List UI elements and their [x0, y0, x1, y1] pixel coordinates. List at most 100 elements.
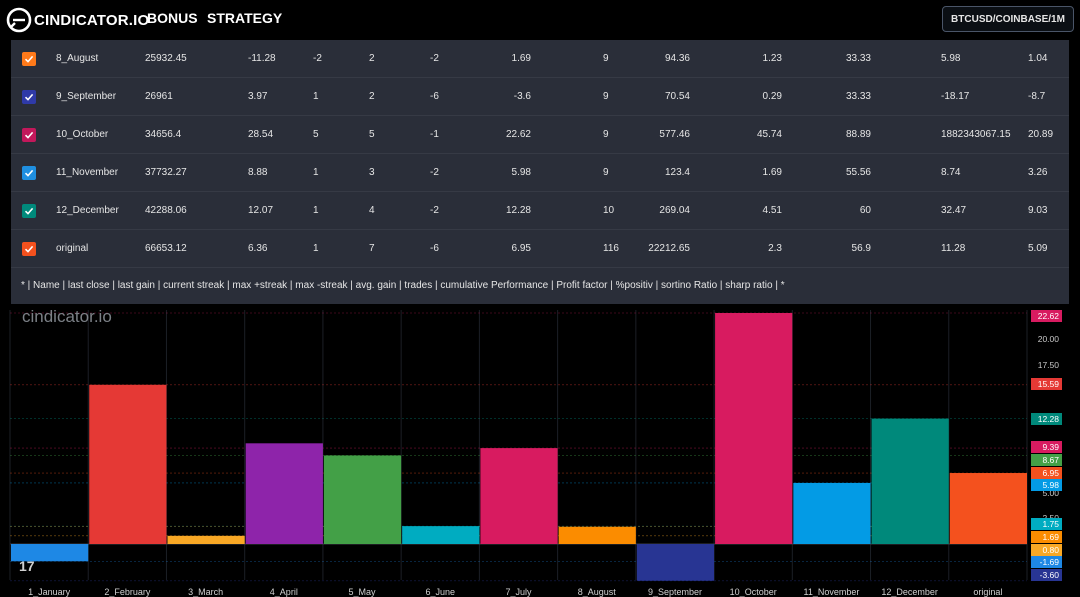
- table-row: 10_October 34656.4 28.54 5 5 -1 22.62 9 577.46 45…: [11, 116, 1069, 154]
- table-cell: 1.04: [1028, 53, 1048, 64]
- table-cell: 5.09: [1028, 243, 1048, 254]
- price-label-badge: [1031, 544, 1062, 556]
- x-tick-label: 6_June: [426, 587, 456, 597]
- table-cell: 3.97: [248, 91, 268, 102]
- table-cell: -2: [430, 167, 439, 178]
- table-cell: 6.95: [511, 243, 531, 254]
- table-cell: 56.9: [851, 243, 871, 254]
- nav-strategy[interactable]: STRATEGY: [207, 10, 283, 26]
- bar-3_March[interactable]: [167, 535, 245, 544]
- x-tick-label: 8_August: [578, 587, 617, 597]
- table-cell: -1: [430, 129, 439, 140]
- table-cell: 577.46: [659, 129, 690, 140]
- table-cell: -2: [313, 53, 322, 64]
- table-row: 11_November 37732.27 8.88 1 3 -2 5.98 9 123.4 1.6…: [11, 154, 1069, 192]
- table-cell: 9: [603, 53, 609, 64]
- table-cell: 5.98: [511, 167, 531, 178]
- bar-7_July[interactable]: [480, 448, 558, 544]
- row-name: 12_December: [56, 205, 119, 216]
- checkmark-icon: [24, 245, 34, 253]
- bar-9_September[interactable]: [636, 544, 715, 581]
- symbol-button[interactable]: BTCUSD/COINBASE/1M: [942, 6, 1074, 32]
- price-label-badge: [1031, 556, 1062, 568]
- x-tick-label: 9_September: [648, 587, 702, 597]
- row-visibility-checkbox[interactable]: [22, 242, 36, 256]
- price-label-badge: [1031, 531, 1062, 543]
- table-legend: * | Name | last close | last gain | curr…: [11, 268, 1069, 304]
- table-cell: 1882343067.15: [941, 129, 1011, 140]
- row-visibility-checkbox[interactable]: [22, 128, 36, 142]
- table-cell: 37732.27: [145, 167, 187, 178]
- row-visibility-checkbox[interactable]: [22, 166, 36, 180]
- table-cell: 2: [369, 53, 375, 64]
- table-cell: 55.56: [845, 167, 871, 178]
- table-cell: -6: [430, 243, 439, 254]
- bar-10_October[interactable]: [715, 313, 793, 544]
- bar-2_February[interactable]: [89, 384, 167, 544]
- x-tick-label: 1_January: [28, 587, 71, 597]
- price-label-text: 0.80: [1042, 545, 1059, 555]
- price-label-badge: [1031, 518, 1062, 530]
- checkmark-icon: [24, 207, 34, 215]
- bar-chart[interactable]: 1_January 2_February 3_March 4_April 5_May 6_…: [0, 304, 1080, 597]
- bar-4_April[interactable]: [245, 443, 323, 544]
- top-bar: CINDICATOR.IO BONUS STRATEGY BTCUSD/COIN…: [0, 0, 1080, 40]
- table-cell: 116: [603, 243, 619, 254]
- table-cell: 32.47: [941, 205, 967, 216]
- table-cell: 66653.12: [145, 243, 187, 254]
- table-cell: 4.51: [762, 205, 782, 216]
- bar-5_May[interactable]: [323, 455, 402, 544]
- table-cell: 6.36: [248, 243, 268, 254]
- x-tick-label: 7_July: [505, 587, 532, 597]
- price-label-text: 5.98: [1042, 480, 1059, 490]
- row-name: original: [56, 243, 89, 254]
- x-tick-label: 12_December: [881, 587, 938, 597]
- bar-1_January[interactable]: [11, 544, 89, 562]
- table-cell: 1.69: [511, 53, 531, 64]
- x-tick-label: 5_May: [349, 587, 377, 597]
- bar-12_December[interactable]: [871, 418, 949, 544]
- row-visibility-checkbox[interactable]: [22, 90, 36, 104]
- table-cell: 1: [313, 205, 319, 216]
- x-tick-label: original: [973, 587, 1002, 597]
- bar-original[interactable]: [949, 473, 1027, 544]
- checkmark-icon: [24, 131, 34, 139]
- nav-bonus[interactable]: BONUS: [147, 10, 198, 26]
- row-visibility-checkbox[interactable]: [22, 204, 36, 218]
- price-label-badge: [1031, 467, 1062, 479]
- brand-logo[interactable]: CINDICATOR.IO: [6, 5, 149, 35]
- price-label-badge: [1031, 310, 1062, 322]
- price-label-badge: [1031, 479, 1062, 491]
- y-tick-label: 5.00: [1042, 488, 1059, 498]
- table-cell: 94.36: [664, 53, 690, 64]
- table-row: original 66653.12 6.36 1 7 -6 6.95 116 22212.65 2…: [11, 230, 1069, 268]
- bar-6_June[interactable]: [402, 526, 480, 544]
- table-cell: 9: [603, 129, 609, 140]
- x-tick-label: 4_April: [270, 587, 298, 597]
- bar-11_November[interactable]: [793, 482, 871, 544]
- price-label-badge: [1031, 413, 1062, 425]
- table-cell: 33.33: [845, 91, 871, 102]
- table-cell: 12.28: [505, 205, 531, 216]
- price-label-text: 1.75: [1042, 519, 1059, 529]
- x-tick-label: 10_October: [730, 587, 777, 597]
- row-visibility-checkbox[interactable]: [22, 52, 36, 66]
- price-label-text: 15.59: [1038, 379, 1060, 389]
- table-cell: 88.89: [845, 129, 871, 140]
- table-cell: 2: [369, 91, 375, 102]
- table-cell: 1.69: [762, 167, 782, 178]
- table-cell: 26961: [145, 91, 173, 102]
- table-cell: 4: [369, 205, 375, 216]
- table-cell: 42288.06: [145, 205, 187, 216]
- table-cell: 8.74: [941, 167, 961, 178]
- table-cell: 22212.65: [648, 243, 690, 254]
- table-cell: 9: [603, 91, 609, 102]
- bar-8_August[interactable]: [558, 526, 636, 544]
- tradingview-logo-icon[interactable]: 17: [19, 558, 35, 574]
- table-cell: 34656.4: [145, 129, 182, 140]
- table-cell: 11.28: [941, 243, 966, 254]
- table-cell: 10: [603, 205, 615, 216]
- price-label-badge: [1031, 454, 1062, 466]
- checkmark-icon: [24, 55, 34, 63]
- table-row: 12_December 42288.06 12.07 1 4 -2 12.28 10 269.0…: [11, 192, 1069, 230]
